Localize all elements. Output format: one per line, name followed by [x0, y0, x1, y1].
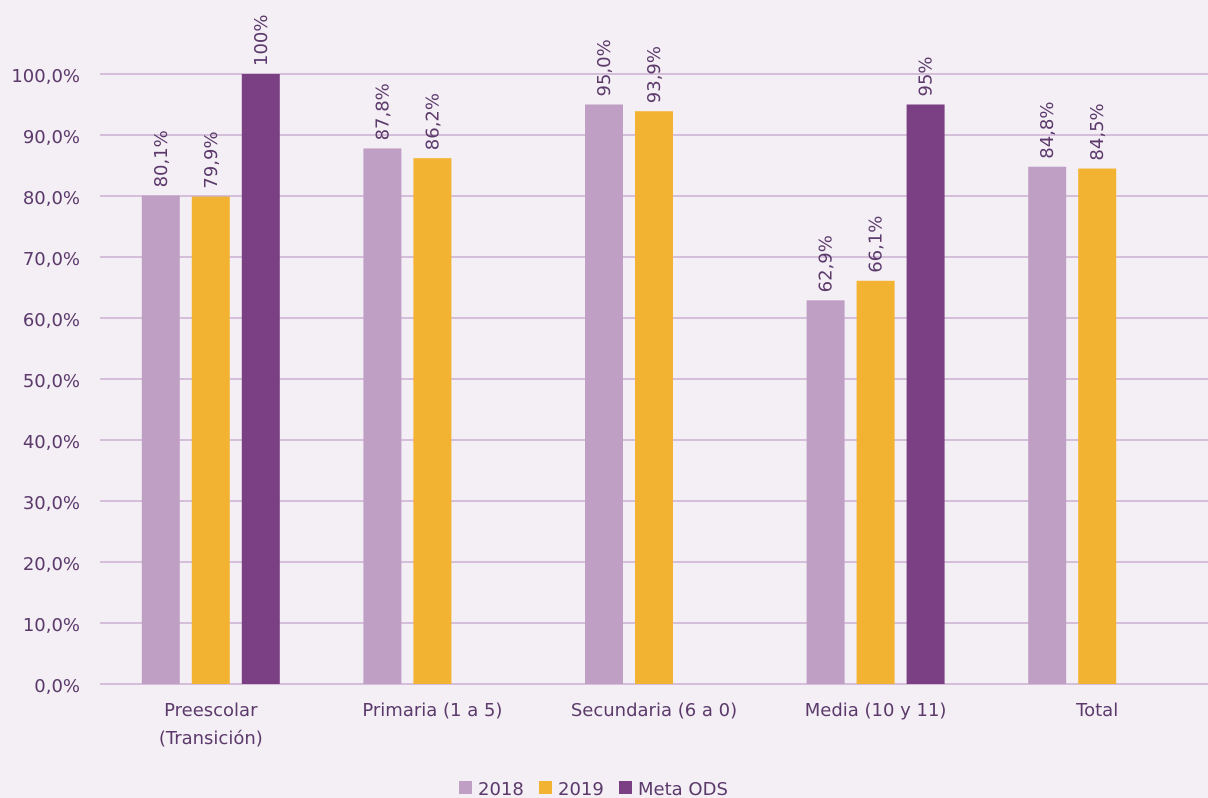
legend: 2018 2019 Meta ODS: [459, 779, 728, 798]
bar-meta-ods: [906, 104, 945, 684]
legend-item: Meta ODS: [619, 779, 728, 798]
data-label: 80,1%: [151, 130, 172, 187]
bar-2018: [585, 104, 623, 684]
bar-meta-ods: [241, 74, 280, 684]
data-label: 66,1%: [866, 216, 887, 273]
legend-item: 2019: [539, 779, 604, 798]
x-category-label: Primaria (1 a 5): [362, 700, 502, 721]
data-label: 79,9%: [201, 131, 222, 188]
legend-swatch: [539, 781, 552, 794]
data-label: 93,9%: [644, 46, 665, 103]
y-tick-label: 30,0%: [23, 493, 80, 514]
y-tick-label: 20,0%: [23, 554, 80, 575]
bar-2019: [856, 280, 895, 684]
legend-item: 2018: [459, 779, 524, 798]
y-tick-label: 100,0%: [11, 66, 80, 87]
y-tick-label: 40,0%: [23, 432, 80, 453]
y-tick-label: 10,0%: [23, 615, 80, 636]
x-category-label: (Transición): [159, 728, 263, 749]
y-tick-label: 80,0%: [23, 188, 80, 209]
x-category-label: Media (10 y 11): [805, 700, 947, 721]
bar-2018: [806, 300, 845, 684]
data-label: 95%: [916, 56, 937, 96]
data-label: 62,9%: [816, 235, 837, 292]
y-tick-label: 0,0%: [34, 676, 80, 697]
legend-swatch: [459, 781, 472, 794]
x-category-label: Preescolar: [164, 700, 258, 721]
bar-2018: [363, 148, 402, 685]
bars: [141, 74, 1117, 685]
data-label: 100%: [251, 15, 272, 66]
x-category-label: Total: [1075, 700, 1118, 721]
y-tick-label: 90,0%: [23, 127, 80, 148]
bar-2019: [1078, 168, 1117, 685]
bar-2019: [413, 158, 452, 684]
y-tick-label: 60,0%: [23, 310, 80, 331]
legend-label: 2018: [478, 779, 524, 798]
data-label: 84,8%: [1037, 102, 1058, 159]
legend-swatch: [619, 781, 632, 794]
y-tick-label: 70,0%: [23, 249, 80, 270]
bar-2018: [141, 195, 180, 684]
data-labels: 80,1% 79,9% 100% 87,8% 86,2% 95,0% 93,9% 62,9% 6…: [151, 15, 1108, 293]
legend-label: Meta ODS: [638, 779, 728, 798]
bar-2019: [635, 111, 673, 684]
x-category-label: Secundaria (6 a 0): [571, 700, 737, 721]
y-tick-label: 50,0%: [23, 371, 80, 392]
data-label: 86,2%: [422, 93, 443, 150]
data-label: 87,8%: [372, 83, 393, 140]
data-label: 95,0%: [594, 39, 615, 96]
legend-label: 2019: [558, 779, 604, 798]
data-label: 84,5%: [1087, 103, 1108, 160]
x-axis-category-labels: Preescolar (Transición) Primaria (1 a 5) Se…: [159, 700, 1118, 749]
bar-2018: [1028, 166, 1067, 685]
bar-2019: [191, 196, 230, 685]
y-axis-tick-labels: 0,0% 10,0% 20,0% 30,0% 40,0% 50,0% 60,0% 70,0% 8…: [11, 66, 80, 697]
